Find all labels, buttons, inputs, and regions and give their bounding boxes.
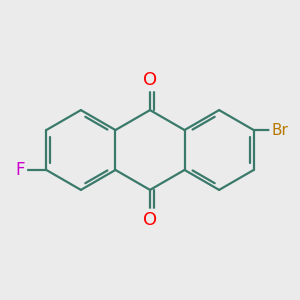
Text: O: O — [143, 211, 157, 229]
Text: Br: Br — [271, 122, 288, 137]
Text: O: O — [143, 71, 157, 89]
Text: F: F — [16, 161, 25, 179]
